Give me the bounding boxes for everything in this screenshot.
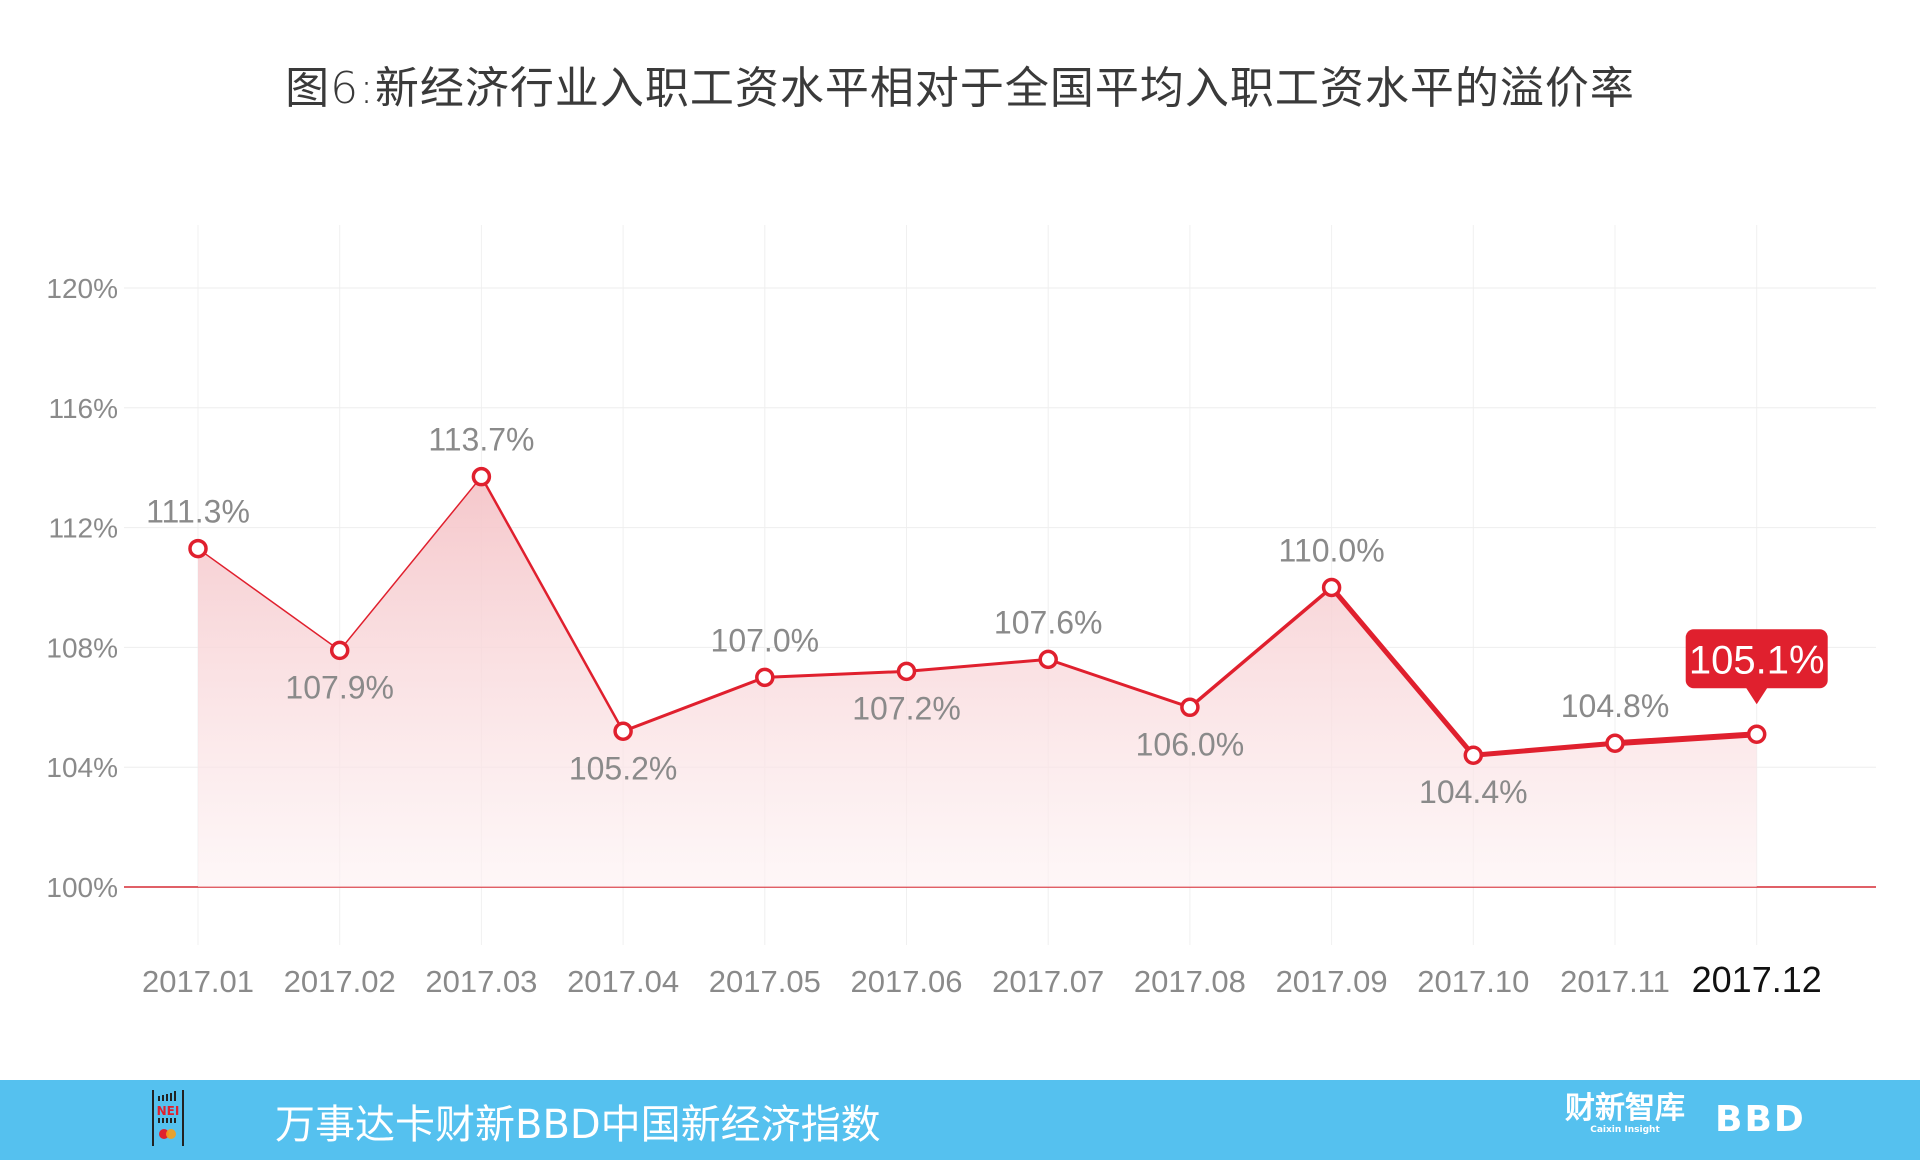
line-segment bbox=[621, 675, 767, 733]
data-value-label: 107.2% bbox=[852, 690, 961, 726]
footer-title: 万事达卡财新BBD中国新经济指数 bbox=[275, 1102, 881, 1148]
chart-title: 图6:新经济行业入职工资水平相对于全国平均入职工资水平的溢价率 bbox=[285, 63, 1635, 114]
data-point[interactable] bbox=[1321, 577, 1342, 598]
data-point[interactable] bbox=[471, 466, 492, 487]
line-segment bbox=[1612, 731, 1760, 747]
data-value-label: 105.2% bbox=[569, 750, 678, 786]
data-point[interactable] bbox=[1038, 649, 1058, 670]
data-value-label: 106.0% bbox=[1136, 726, 1245, 762]
data-point[interactable] bbox=[755, 667, 775, 688]
x-tick-label: 2017.03 bbox=[425, 964, 537, 999]
line-segment bbox=[1470, 740, 1618, 758]
y-tick-label: 100% bbox=[46, 872, 118, 903]
data-point[interactable] bbox=[1463, 745, 1484, 765]
x-tick-label: 2017.10 bbox=[1417, 964, 1529, 999]
x-tick-label: 2017.02 bbox=[284, 964, 396, 999]
caixin-logo-subtext: Caixin Insight bbox=[1590, 1125, 1660, 1135]
x-tick-label: 2017.01 bbox=[142, 964, 254, 999]
y-tick-label: 120% bbox=[46, 273, 118, 304]
highlight-value-label: 105.1% bbox=[1689, 638, 1825, 682]
x-tick-label: 2017.09 bbox=[1276, 964, 1388, 999]
line-area-chart: 100% 104% 108% 112% 116% 120% 111.3% 107.9% 113… bbox=[46, 225, 1876, 1000]
x-tick-label: 2017.12 bbox=[1692, 959, 1822, 1000]
x-tick-label: 2017.07 bbox=[992, 964, 1104, 999]
data-value-label: 111.3% bbox=[146, 494, 250, 530]
line-segment bbox=[1046, 657, 1192, 709]
data-point[interactable] bbox=[613, 721, 633, 742]
data-value-label: 107.9% bbox=[285, 669, 394, 705]
x-tick-label: 2017.06 bbox=[850, 964, 962, 999]
bbd-logo: BBD bbox=[1715, 1099, 1806, 1140]
data-point[interactable] bbox=[329, 640, 350, 661]
x-tick-label: 2017.08 bbox=[1134, 964, 1246, 999]
line-segment bbox=[197, 547, 341, 652]
x-tick-label: 2017.11 bbox=[1560, 964, 1670, 999]
data-point[interactable] bbox=[188, 538, 208, 559]
data-point[interactable] bbox=[1746, 724, 1767, 745]
x-tick-label: 2017.04 bbox=[567, 964, 679, 999]
data-value-label: 107.6% bbox=[994, 604, 1103, 640]
data-point[interactable] bbox=[1605, 733, 1625, 753]
data-value-label: 110.0% bbox=[1279, 533, 1385, 569]
data-value-label: 107.0% bbox=[711, 622, 820, 658]
line-segment bbox=[338, 475, 483, 652]
line-segment bbox=[1329, 585, 1476, 758]
area-fill bbox=[198, 476, 1757, 887]
caixin-logo-text: 财新智库 bbox=[1565, 1091, 1685, 1126]
data-point[interactable] bbox=[896, 661, 917, 682]
line-segment bbox=[763, 669, 908, 679]
highlight-badge-pointer bbox=[1745, 687, 1768, 705]
y-tick-label: 104% bbox=[46, 752, 118, 783]
line-segment bbox=[480, 475, 625, 733]
nei-logo-text: NEI bbox=[157, 1104, 180, 1118]
data-line bbox=[197, 475, 1760, 758]
y-tick-label: 116% bbox=[48, 393, 118, 424]
y-axis: 100% 104% 108% 112% 116% 120% bbox=[46, 273, 118, 903]
data-value-label: 113.7% bbox=[428, 422, 534, 458]
footer-bar: NEI 万事达卡财新BBD中国新经济指数 财新智库 Caixin Insight… bbox=[0, 1080, 1920, 1160]
data-value-label: 104.8% bbox=[1561, 688, 1670, 724]
x-axis: 2017.01 2017.02 2017.03 2017.04 2017.05 2017.… bbox=[142, 959, 1822, 1000]
y-tick-label: 112% bbox=[48, 513, 118, 544]
highlight-badge bbox=[1685, 629, 1828, 689]
data-point[interactable] bbox=[1180, 697, 1200, 718]
x-tick-label: 2017.05 bbox=[709, 964, 821, 999]
caixin-insight-logo: 财新智库 Caixin Insight bbox=[1565, 1094, 1685, 1136]
line-segment bbox=[1188, 585, 1334, 710]
data-labels: 111.3% 107.9% 113.7% 105.2% 107.0% 107.2% 107.… bbox=[146, 422, 1828, 810]
line-segment bbox=[905, 657, 1050, 673]
data-value-label: 104.4% bbox=[1419, 774, 1528, 810]
nei-logo-icon: NEI bbox=[152, 1090, 184, 1146]
area-fill-shape bbox=[198, 476, 1757, 887]
y-tick-label: 108% bbox=[46, 632, 118, 663]
data-points bbox=[188, 466, 1767, 765]
